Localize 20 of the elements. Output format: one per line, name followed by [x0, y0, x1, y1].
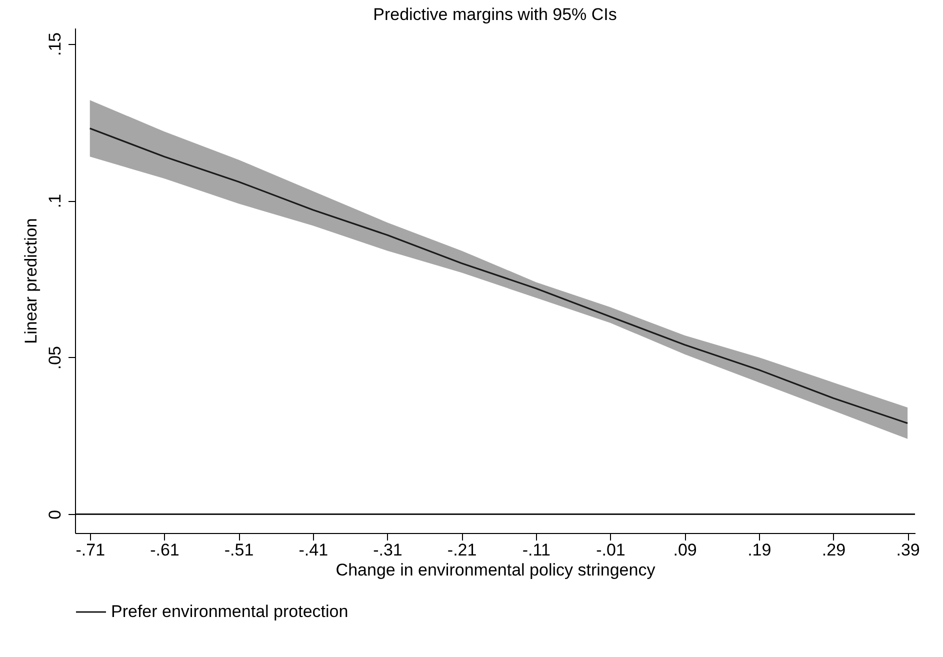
y-tick-label: .1 — [46, 194, 64, 208]
x-tick-label: .29 — [822, 540, 846, 560]
x-tick-label: .39 — [896, 540, 920, 560]
y-tick-label: .15 — [46, 32, 64, 56]
x-axis-title: Change in environmental policy stringency — [336, 560, 656, 580]
x-tick-label: -.71 — [76, 540, 106, 560]
x-tick-label: -.11 — [522, 540, 550, 560]
x-tick-label: .09 — [673, 540, 697, 560]
legend-label: Prefer environmental protection — [111, 602, 348, 621]
x-tick-label: -.51 — [224, 540, 254, 560]
chart-title: Predictive margins with 95% CIs — [373, 5, 617, 24]
x-tick-label: -.01 — [596, 540, 626, 560]
x-tick-label: -.31 — [373, 540, 402, 560]
y-tick-label: .05 — [46, 346, 64, 370]
x-tick-label: .19 — [748, 540, 772, 560]
x-tick-label: -.61 — [150, 540, 180, 560]
x-tick-label: -.41 — [298, 540, 328, 560]
y-axis-title: Linear prediction — [22, 218, 40, 344]
y-tick-label: 0 — [46, 510, 64, 520]
x-tick-label: -.21 — [447, 540, 477, 560]
